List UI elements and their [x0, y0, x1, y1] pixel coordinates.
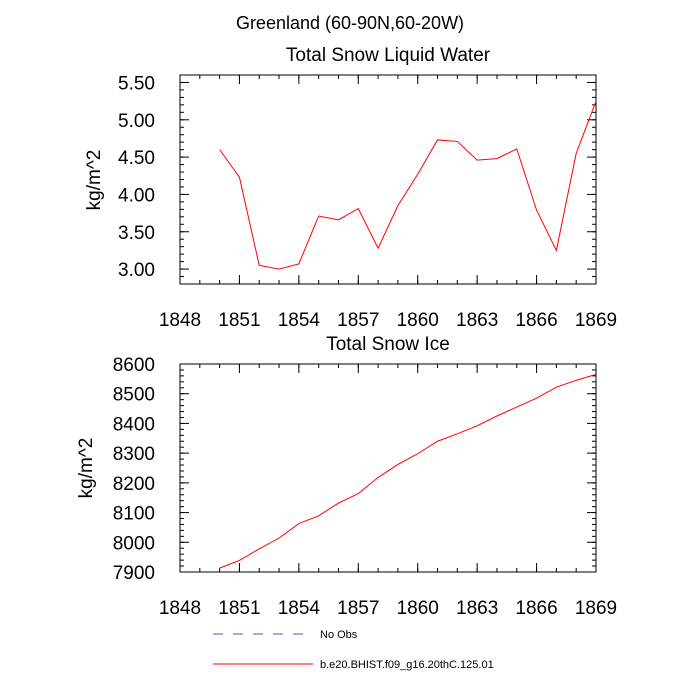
panel-0-data-point [357, 207, 360, 210]
panel-0-x-tick-label: 1848 [159, 310, 201, 331]
panel-1-data-point [357, 492, 360, 495]
panel-0-data-point [535, 209, 538, 212]
panel-0-data-point [476, 159, 479, 162]
panel-1-x-tick-label: 1860 [397, 598, 439, 619]
panel-0-x-tick-label: 1857 [337, 310, 379, 331]
panel-1-x-tick-label: 1851 [218, 598, 260, 619]
panel-1-data-point [476, 424, 479, 427]
panel-1-ylabel: kg/m^2 [76, 438, 97, 499]
panel-0-y-tick-label: 4.50 [118, 148, 155, 169]
panel-0-data-point [436, 138, 439, 141]
panel-0-data-point [238, 176, 241, 179]
panel-0-x-tick-label: 1866 [515, 310, 557, 331]
panel-0-data-point [456, 140, 459, 143]
legend-item-no-obs: No Obs [213, 629, 358, 641]
panel-0-series-line [219, 100, 597, 270]
panel-1-data-point [495, 415, 498, 418]
panel-0-x-tick-label: 1851 [218, 310, 260, 331]
panel-1-data-point [555, 386, 558, 389]
panel-1-y-tick-label: 8300 [113, 444, 155, 465]
panel-0-ylabel: kg/m^2 [84, 150, 105, 211]
panel-1-data-point [317, 514, 320, 517]
panel-0-data-point [595, 100, 598, 103]
figure-suptitle: Greenland (60-90N,60-20W) [236, 13, 464, 33]
panel-0-data-point [515, 147, 518, 150]
panel-0-x-tick-label: 1854 [278, 310, 321, 331]
panel-0-y-tick-label: 5.50 [118, 73, 155, 94]
panel-0-data-point [337, 218, 340, 221]
panel-0-y-tick-label: 3.00 [118, 260, 155, 281]
chart-panel-snow-ice: Total Snow Ice kg/m^2 1848 1851 1854 1857 1860… [76, 334, 617, 619]
legend-label-no-obs: No Obs [320, 629, 358, 641]
panel-1-y-tick-label: 8200 [113, 474, 155, 495]
panel-0-data-point [317, 215, 320, 218]
panel-0-x-tick-label: 1860 [397, 310, 439, 331]
panel-0-data-point [278, 268, 281, 271]
panel-0-y-tick-label: 3.50 [118, 223, 155, 244]
panel-1-x-tick-label: 1869 [575, 598, 617, 619]
panel-1-data-point [595, 373, 598, 376]
panel-1-title: Total Snow Ice [326, 334, 450, 355]
panel-1-data-point [218, 567, 221, 570]
panel-0-data-point [258, 264, 261, 267]
panel-1-data-point [575, 379, 578, 382]
chart-panel-liquid-water: Total Snow Liquid Water kg/m^2 1848 1851 185… [84, 45, 617, 331]
legend: No Obs b.e20.BHIST.f09_g16.20thC.125.01 [213, 629, 494, 671]
panel-0-data-point [495, 157, 498, 160]
panel-1-data-point [337, 502, 340, 505]
panel-1-data-point [416, 452, 419, 455]
panel-0-data-point [555, 249, 558, 252]
panel-1-data-point [238, 559, 241, 562]
panel-1-data-point [258, 547, 261, 550]
panel-1-data-point [535, 397, 538, 400]
panel-0-frame [179, 74, 597, 285]
panel-1-data-point [396, 463, 399, 466]
panel-1-y-tick-label: 7900 [113, 563, 155, 584]
panel-0-data-point [416, 173, 419, 176]
panel-0-x-tick-label: 1869 [575, 310, 617, 331]
panel-1-y-tick-label: 8400 [113, 414, 155, 435]
panel-0-data-point [218, 148, 221, 151]
panel-1-x-tick-label: 1848 [159, 598, 201, 619]
panel-1-x-tick-label: 1857 [337, 598, 379, 619]
panel-1-data-point [436, 440, 439, 443]
panel-0-data-point [297, 262, 300, 265]
panel-1-data-point [377, 476, 380, 479]
panel-0-title: Total Snow Liquid Water [286, 45, 491, 66]
panel-1-data-point [278, 537, 281, 540]
legend-item-run: b.e20.BHIST.f09_g16.20thC.125.01 [213, 659, 494, 671]
panel-0-y-tick-label: 4.00 [118, 185, 155, 206]
panel-1-x-tick-label: 1863 [456, 598, 498, 619]
panel-0-data-point [377, 247, 380, 250]
panel-1-data-point [456, 432, 459, 435]
panel-1-y-tick-label: 8000 [113, 533, 155, 554]
panel-1-y-tick-label: 8600 [113, 355, 155, 376]
panel-0-x-tick-label: 1863 [456, 310, 498, 331]
panel-1-frame [179, 363, 597, 573]
panel-0-y-tick-label: 5.00 [118, 111, 155, 132]
panel-0-data-point [396, 204, 399, 207]
panel-0-data-point [575, 152, 578, 155]
panel-1-series-line [219, 373, 597, 569]
panel-1-x-tick-label: 1866 [515, 598, 557, 619]
panel-1-data-point [297, 522, 300, 525]
legend-label-run: b.e20.BHIST.f09_g16.20thC.125.01 [320, 659, 494, 671]
panel-1-x-tick-label: 1854 [278, 598, 321, 619]
panel-1-y-tick-label: 8100 [113, 504, 155, 525]
panel-1-data-point [515, 406, 518, 409]
panel-1-y-tick-label: 8500 [113, 385, 155, 406]
